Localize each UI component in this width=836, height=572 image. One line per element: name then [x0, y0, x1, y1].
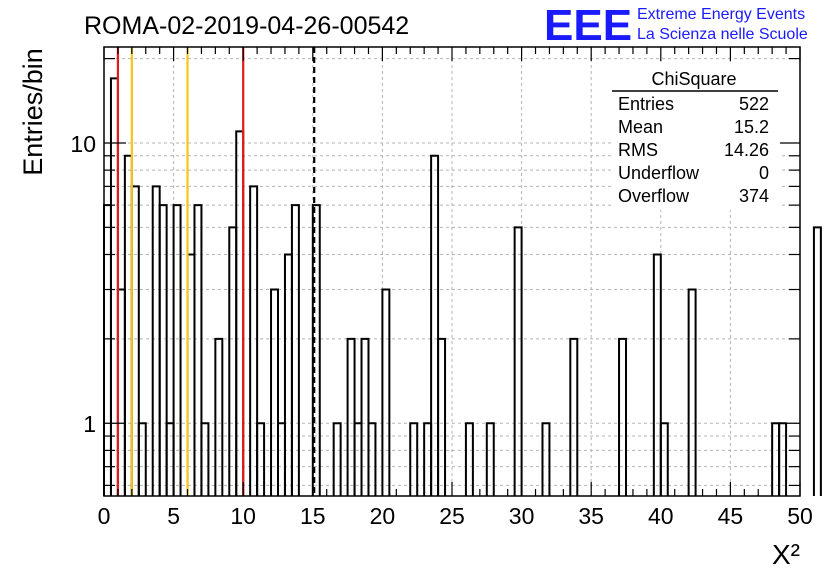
histogram-bin	[249, 185, 259, 496]
chart-title: ROMA-02-2019-04-26-00542	[84, 12, 409, 40]
eee-logo: EEE Extreme Energy Events La Scienza nel…	[544, 1, 808, 50]
stats-rows: Entries 522 Mean 15.2 RMS 14.26 Underflow 0 Over…	[618, 94, 769, 206]
histogram-bin	[214, 337, 224, 496]
logo-line-2: La Scienza nelle Scuole	[637, 26, 808, 43]
histogram-bin	[158, 204, 168, 496]
stats-value: 0	[759, 163, 769, 183]
histogram-bin	[618, 337, 627, 496]
y-axis-label: Entries/bin	[18, 48, 48, 176]
stats-box-title: ChiSquare	[651, 69, 736, 89]
histogram-bin	[430, 154, 440, 496]
x-tick-label: 5	[167, 503, 180, 529]
histogram-bin	[464, 422, 474, 496]
x-tick-label: 45	[718, 503, 744, 529]
histogram-bin	[228, 226, 238, 496]
histogram-bin	[193, 204, 203, 496]
stats-value: 374	[739, 186, 769, 206]
histogram-bin	[437, 337, 447, 496]
stats-label: Entries	[618, 94, 674, 114]
histogram-bin	[332, 422, 342, 496]
stats-label: RMS	[618, 140, 658, 160]
axes	[103, 46, 801, 497]
x-tick-label: 35	[578, 503, 604, 529]
stats-box-background	[612, 62, 780, 210]
histogram-bin	[541, 422, 551, 496]
histogram-bin	[687, 288, 697, 496]
histogram-bin	[172, 204, 182, 496]
histogram-bin	[137, 422, 147, 496]
x-tick-label: 40	[648, 503, 674, 529]
histogram-bin	[513, 226, 523, 496]
x-tick-label: 20	[370, 503, 396, 529]
histogram-bin	[569, 337, 579, 496]
stats-label: Overflow	[618, 186, 690, 206]
histogram-bin	[151, 185, 161, 496]
stats-value: 522	[739, 94, 769, 114]
histogram-bin	[360, 337, 370, 496]
stats-value: 15.2	[734, 117, 769, 137]
histogram-bin	[103, 204, 112, 496]
stats-label: Underflow	[618, 163, 700, 183]
stats-value: 14.26	[724, 140, 769, 160]
tick-labels: 0 5 10 15 20 25 30 35 40 45 50 1 10	[70, 131, 812, 529]
x-tick-label: 50	[787, 503, 813, 529]
x-tick-label: 25	[439, 503, 465, 529]
x-tick-label: 30	[509, 503, 535, 529]
histogram-bin	[659, 422, 669, 496]
x-tick-label: 0	[98, 503, 111, 529]
histogram-bin	[200, 422, 210, 496]
logo-mark: EEE	[544, 1, 632, 50]
histogram-bin	[812, 226, 822, 496]
histogram-bin	[270, 288, 279, 496]
histogram-bin	[485, 422, 495, 496]
histogram-bin	[409, 422, 419, 496]
y-tick-label: 10	[70, 131, 96, 157]
histogram-bin	[311, 204, 321, 496]
histogram-bin	[283, 253, 293, 496]
x-tick-label: 10	[230, 503, 256, 529]
histogram-bin	[367, 422, 377, 496]
histogram-bin	[256, 422, 266, 496]
histogram-bin	[346, 337, 356, 496]
x-tick-label: 15	[300, 503, 326, 529]
stats-label: Mean	[618, 117, 663, 137]
histogram-bin	[290, 204, 300, 496]
histogram-bin	[381, 288, 391, 496]
logo-line-1: Extreme Energy Events	[637, 6, 805, 23]
reference-lines	[116, 47, 316, 496]
stats-box: ChiSquare Entries 522 Mean 15.2 RMS 14.26 Unde…	[612, 62, 780, 210]
histogram-bin	[652, 253, 662, 496]
x-axis-label: X²	[772, 539, 800, 570]
y-tick-label: 1	[83, 411, 96, 437]
